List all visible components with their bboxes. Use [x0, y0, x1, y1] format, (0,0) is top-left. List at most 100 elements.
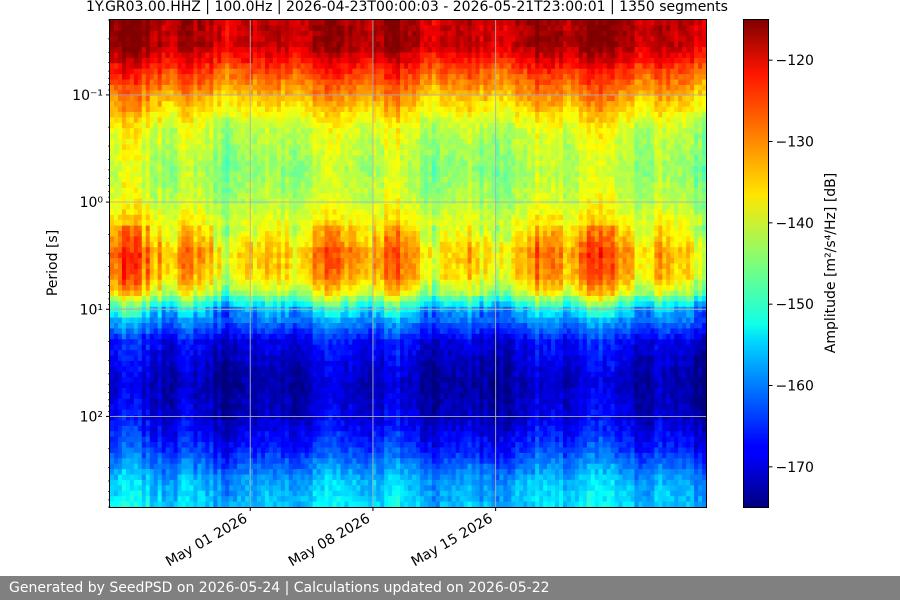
- heatmap-cell: [590, 84, 596, 91]
- heatmap-cell: [487, 144, 493, 151]
- heatmap-cell: [356, 133, 361, 140]
- heatmap-cell: [626, 68, 632, 75]
- heatmap-cell: [225, 166, 230, 173]
- heatmap-cell: [141, 52, 147, 59]
- heatmap-cell: [483, 57, 489, 64]
- heatmap-cell: [467, 20, 473, 27]
- heatmap-cell: [642, 133, 647, 140]
- heatmap-cell: [113, 198, 119, 205]
- heatmap-cell: [328, 79, 334, 86]
- heatmap-cell: [137, 36, 143, 43]
- heatmap-cell: [451, 155, 457, 162]
- heatmap-cell: [527, 139, 532, 146]
- heatmap-cell: [213, 57, 218, 64]
- heatmap-cell: [268, 166, 274, 173]
- heatmap-cell: [292, 79, 298, 86]
- heatmap-cell: [570, 95, 576, 102]
- heatmap-cell: [173, 47, 179, 54]
- heatmap-cell: [264, 47, 270, 54]
- heatmap-cell: [618, 160, 624, 167]
- heatmap-cell: [332, 149, 338, 156]
- heatmap-cell: [614, 95, 620, 102]
- heatmap-cell: [161, 117, 167, 124]
- heatmap-cell: [431, 144, 437, 151]
- heatmap-cell: [507, 193, 512, 200]
- heatmap-cell: [320, 155, 326, 162]
- heatmap-cell: [253, 193, 258, 200]
- heatmap-cell: [177, 176, 183, 183]
- heatmap-cell: [523, 155, 528, 162]
- heatmap-cell: [634, 193, 640, 200]
- heatmap-cell: [181, 52, 187, 59]
- heatmap-cell: [292, 193, 298, 200]
- heatmap-cell: [690, 63, 695, 70]
- heatmap-cell: [523, 122, 528, 129]
- heatmap-cell: [153, 79, 159, 86]
- heatmap-cell: [229, 63, 234, 70]
- heatmap-cell: [241, 30, 246, 37]
- heatmap-cell: [125, 68, 131, 75]
- heatmap-cell: [618, 176, 624, 183]
- heatmap-cell: [427, 187, 433, 194]
- heatmap-cell: [380, 30, 385, 37]
- heatmap-cell: [388, 160, 393, 167]
- heatmap-cell: [678, 144, 683, 151]
- heatmap-cell: [459, 41, 465, 48]
- heatmap-cell: [451, 139, 457, 146]
- heatmap-cell: [225, 144, 230, 151]
- heatmap-cell: [467, 111, 473, 118]
- heatmap-cell: [181, 30, 187, 37]
- heatmap-cell: [380, 139, 385, 146]
- heatmap-cell: [133, 20, 139, 27]
- heatmap-cell: [388, 20, 393, 27]
- heatmap-cell: [205, 36, 210, 43]
- heatmap-cell: [284, 106, 290, 113]
- heatmap-cell: [356, 122, 361, 129]
- heatmap-cell: [169, 74, 175, 81]
- heatmap-cell: [411, 63, 417, 70]
- heatmap-cell: [650, 47, 655, 54]
- heatmap-cell: [312, 193, 318, 200]
- heatmap-cell: [419, 149, 425, 156]
- heatmap-cell: [300, 160, 306, 167]
- heatmap-cell: [249, 166, 254, 173]
- heatmap-cell: [173, 41, 179, 48]
- heatmap-cell: [674, 30, 679, 37]
- heatmap-cell: [431, 57, 437, 64]
- heatmap-cell: [539, 106, 544, 113]
- heatmap-cell: [598, 36, 604, 43]
- heatmap-cell: [368, 144, 373, 151]
- heatmap-cell: [531, 25, 536, 32]
- heatmap-cell: [133, 84, 139, 91]
- heatmap-cell: [364, 68, 369, 75]
- heatmap-cell: [467, 41, 473, 48]
- heatmap-cell: [169, 63, 175, 70]
- heatmap-cell: [360, 41, 365, 48]
- heatmap-cell: [515, 30, 520, 37]
- heatmap-cell: [165, 133, 171, 140]
- heatmap-cell: [562, 122, 568, 129]
- heatmap-cell: [288, 30, 294, 37]
- heatmap-cell: [443, 155, 449, 162]
- heatmap-cell: [253, 25, 258, 32]
- heatmap-cell: [586, 47, 592, 54]
- heatmap-cell: [566, 36, 572, 43]
- heatmap-cell: [654, 106, 659, 113]
- heatmap-cell: [288, 182, 294, 189]
- heatmap-cell: [654, 101, 659, 108]
- heatmap-cell: [404, 171, 409, 178]
- heatmap-cell: [523, 149, 528, 156]
- heatmap-cell: [527, 117, 532, 124]
- heatmap-cell: [662, 84, 667, 91]
- heatmap-cell: [185, 90, 191, 97]
- heatmap-cell: [340, 182, 346, 189]
- heatmap-cell: [483, 68, 489, 75]
- heatmap-cell: [594, 187, 600, 194]
- heatmap-cell: [380, 176, 385, 183]
- heatmap-cell: [125, 95, 131, 102]
- heatmap-cell: [650, 187, 655, 194]
- heatmap-cell: [221, 111, 226, 118]
- heatmap-cell: [368, 187, 373, 194]
- heatmap-cell: [404, 68, 409, 75]
- heatmap-cell: [610, 101, 616, 108]
